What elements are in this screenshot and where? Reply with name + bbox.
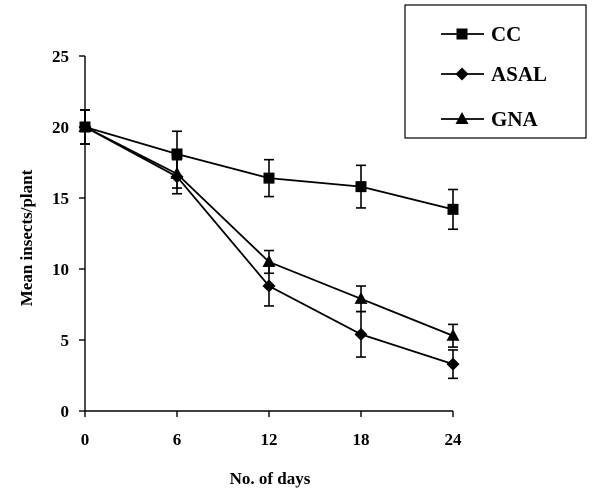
series-layer	[78, 109, 460, 380]
y-tick-label: 10	[52, 260, 69, 279]
x-axis-ticks: 0 6 12 18 24	[81, 411, 462, 449]
y-axis-title: Mean insects/plant	[17, 169, 36, 306]
series-cc	[79, 109, 459, 231]
data-point	[355, 181, 367, 193]
data-point	[446, 357, 460, 371]
data-point	[262, 254, 276, 267]
y-axis-ticks: 0 5 10 15 20 25	[52, 47, 85, 421]
data-point	[447, 203, 459, 215]
y-tick-label: 5	[61, 331, 70, 350]
y-tick-label: 15	[52, 189, 69, 208]
x-tick-label: 6	[173, 430, 182, 449]
data-point	[78, 120, 92, 132]
x-tick-label: 12	[261, 430, 278, 449]
legend-box	[404, 4, 587, 139]
legend-items: CC ASAL GNA	[441, 22, 547, 131]
y-tick-label: 25	[52, 47, 69, 66]
legend-item-cc: CC	[441, 22, 521, 46]
data-point	[262, 279, 276, 293]
series-asal	[78, 109, 460, 380]
data-point	[354, 291, 368, 304]
legend-item-asal: ASAL	[441, 62, 547, 86]
plot-area: 0 5 10 15 20 25 0 6 12 18 24	[52, 47, 462, 449]
axes	[84, 56, 453, 412]
x-tick-label: 0	[81, 430, 90, 449]
legend-label: ASAL	[491, 62, 547, 86]
legend-label: GNA	[491, 107, 539, 131]
data-point	[170, 166, 184, 179]
x-axis-title: No. of days	[230, 469, 311, 488]
x-tick-label: 24	[445, 430, 463, 449]
legend-item-gna: GNA	[441, 107, 539, 131]
data-point	[171, 148, 183, 160]
legend-label: CC	[491, 22, 521, 46]
data-point	[446, 328, 460, 341]
series-gna	[78, 109, 460, 348]
y-tick-label: 20	[52, 118, 69, 137]
y-tick-label: 0	[61, 402, 70, 421]
legend-marker	[455, 112, 469, 124]
legend-marker	[456, 28, 468, 40]
x-tick-label: 18	[353, 430, 370, 449]
legend: CC ASAL GNA	[404, 4, 587, 139]
data-point	[263, 172, 275, 184]
data-point	[354, 327, 368, 341]
legend-marker	[455, 67, 469, 81]
